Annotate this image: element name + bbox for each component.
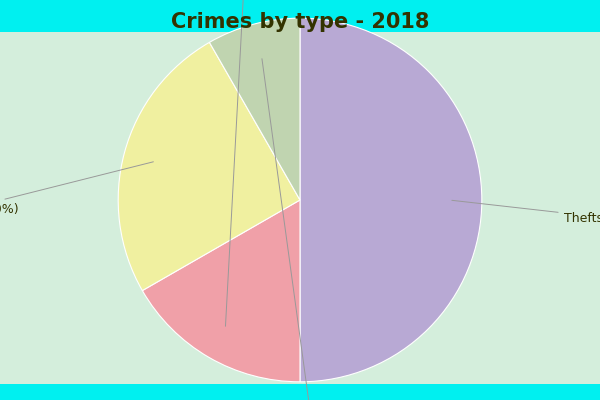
Text: Assaults (25.0%): Assaults (25.0%) [0,162,154,216]
Wedge shape [209,18,300,200]
Wedge shape [118,42,300,290]
Text: Crimes by type - 2018: Crimes by type - 2018 [171,12,429,32]
Wedge shape [142,200,300,382]
Text: Auto thefts (16.7%): Auto thefts (16.7%) [184,0,307,326]
Text: Thefts (50.0%): Thefts (50.0%) [452,200,600,225]
Wedge shape [300,18,482,382]
Text: Burglaries (8.3%): Burglaries (8.3%) [262,59,373,400]
